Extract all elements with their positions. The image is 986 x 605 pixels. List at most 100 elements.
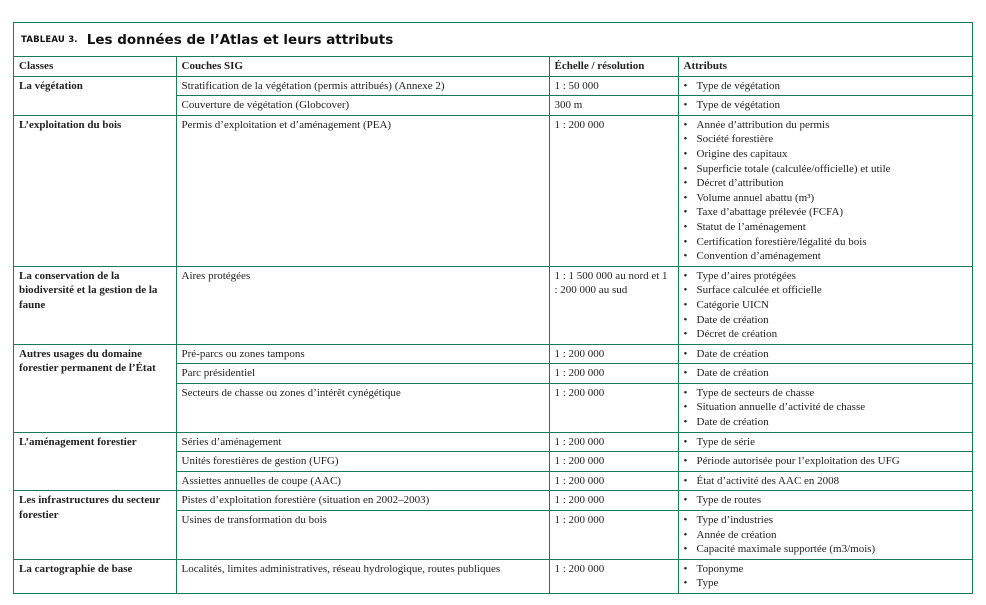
- table-row: Autres usages du domaine forestier perma…: [14, 343, 972, 433]
- class-cell: Autres usages du domaine forestier perma…: [14, 343, 177, 433]
- header-classes: Classes: [14, 57, 177, 77]
- attribute-item: Surface calculée et officielle: [684, 283, 968, 298]
- attribute-item: Origine des capitaux: [684, 147, 968, 162]
- table-row: La cartographie de base Localités, limite…: [14, 558, 972, 593]
- attribute-item: Date de création: [684, 366, 968, 381]
- class-cell: L’exploitation du bois: [14, 114, 177, 267]
- header-scale: Échelle / résolution: [548, 57, 679, 77]
- layer-cell: Séries d’aménagement: [175, 431, 550, 453]
- attribute-item: État d’activité des AAC en 2008: [684, 474, 968, 489]
- attribute-list: Type de routes: [684, 493, 968, 508]
- scale-cell: 1 : 1 500 000 au nord et 1 : 200 000 au …: [548, 265, 679, 345]
- attributes-cell: Date de création: [677, 343, 972, 365]
- class-cell: Les infrastructures du secteur forestier: [14, 490, 177, 560]
- attribute-item: Décret d’attribution: [684, 176, 968, 191]
- scale-cell: 1 : 200 000: [548, 431, 679, 453]
- attributes-cell: Année d’attribution du permisSociété for…: [677, 114, 972, 267]
- attributes-cell: Type de secteurs de chasseSituation annu…: [677, 382, 972, 433]
- attribute-item: Taxe d’abattage prélevée (FCFA): [684, 205, 968, 220]
- scale-cell: 1 : 200 000: [548, 451, 679, 472]
- scale-cell: 1 : 200 000: [548, 490, 679, 512]
- attributes-cell: Type de végétation: [677, 75, 972, 97]
- attribute-item: Situation annuelle d’activité de chasse: [684, 400, 968, 415]
- layer-cell: Unités forestières de gestion (UFG): [176, 451, 550, 472]
- attribute-list: Année d’attribution du permisSociété for…: [684, 118, 968, 264]
- attribute-list: Période autorisée pour l’exploitation de…: [684, 454, 968, 469]
- attributes-cell: Type de série: [677, 431, 972, 453]
- table-row: Secteurs de chasse ou zones d’intérêt cy…: [14, 382, 972, 433]
- table-caption: TABLEAU 3. Les données de l’Atlas et leu…: [14, 23, 972, 57]
- attributes-cell: Période autorisée pour l’exploitation de…: [677, 451, 972, 472]
- attributes-cell: ToponymeType: [677, 558, 972, 593]
- attribute-item: Superficie totale (calculée/officielle) …: [684, 162, 968, 177]
- scale-cell: 1 : 200 000: [548, 363, 679, 384]
- attribute-item: Certification forestière/légalité du boi…: [684, 235, 968, 250]
- attribute-list: Date de création: [684, 347, 968, 362]
- attribute-list: Type de végétation: [684, 98, 968, 113]
- table-row: Unités forestières de gestion (UFG) 1 : 2…: [14, 451, 972, 472]
- table-row: La végétation Stratification de la végéta…: [14, 75, 972, 116]
- class-cell: La végétation: [14, 75, 177, 116]
- layer-cell: Secteurs de chasse ou zones d’intérêt cy…: [176, 382, 550, 433]
- scale-cell: 1 : 200 000: [548, 114, 679, 267]
- attribute-item: Type de série: [684, 435, 968, 450]
- table-row: Usines de transformation du bois 1 : 200 …: [14, 510, 972, 560]
- attribute-item: Année de création: [684, 528, 968, 543]
- layer-cell: Permis d’exploitation et d’aménagement (…: [175, 114, 550, 267]
- scale-cell: 1 : 200 000: [548, 343, 679, 365]
- attribute-item: Convention d’aménagement: [684, 249, 968, 264]
- attribute-list: État d’activité des AAC en 2008: [684, 474, 968, 489]
- attributes-cell: État d’activité des AAC en 2008: [677, 470, 972, 492]
- table-label: TABLEAU 3.: [21, 34, 78, 45]
- scale-cell: 1 : 200 000: [548, 470, 679, 492]
- attribute-list: Type de végétation: [684, 79, 968, 94]
- attribute-list: Type d’industriesAnnée de créationCapaci…: [684, 513, 968, 557]
- attribute-item: Type d’aires protégées: [684, 269, 968, 284]
- attribute-list: Date de création: [684, 366, 968, 381]
- attribute-list: Type de secteurs de chasseSituation annu…: [684, 386, 968, 430]
- scale-cell: 300 m: [548, 95, 679, 116]
- layer-cell: Stratification de la végétation (permis …: [175, 75, 550, 97]
- attribute-item: Catégorie UICN: [684, 298, 968, 313]
- attribute-item: Date de création: [684, 415, 968, 430]
- table-row: La conservation de la biodiversité et la…: [14, 265, 972, 345]
- table-row: L’exploitation du bois Permis d’exploitat…: [14, 114, 972, 267]
- attribute-item: Date de création: [684, 347, 968, 362]
- layer-cell: Localités, limites administratives, rése…: [175, 558, 550, 593]
- attribute-item: Type d’industries: [684, 513, 968, 528]
- layer-cell: Aires protégées: [175, 265, 550, 345]
- attributes-cell: Type d’aires protégéesSurface calculée e…: [677, 265, 972, 345]
- atlas-data-table: Classes Couches SIG Échelle / résolution…: [14, 57, 972, 593]
- attribute-list: Type d’aires protégéesSurface calculée e…: [684, 269, 968, 342]
- attribute-item: Capacité maximale supportée (m3/mois): [684, 542, 968, 557]
- table-row: L’aménagement forestier Séries d’aménagem…: [14, 431, 972, 492]
- table-title: Les données de l’Atlas et leurs attribut…: [86, 31, 394, 48]
- attribute-item: Date de création: [684, 313, 968, 328]
- attribute-item: Année d’attribution du permis: [684, 118, 968, 133]
- table-body: La végétation Stratification de la végéta…: [14, 75, 972, 593]
- layer-cell: Couverture de végétation (Globcover): [176, 95, 550, 116]
- layer-cell: Parc présidentiel: [176, 363, 550, 384]
- class-cell: L’aménagement forestier: [14, 431, 177, 492]
- attributes-cell: Type de végétation: [677, 95, 972, 116]
- scale-cell: 1 : 200 000: [548, 558, 679, 593]
- attribute-item: Toponyme: [684, 562, 968, 577]
- header-attributes: Attributs: [677, 57, 972, 77]
- table-row: Les infrastructures du secteur forestier…: [14, 490, 972, 560]
- class-cell: La cartographie de base: [14, 558, 177, 593]
- header-row: Classes Couches SIG Échelle / résolution…: [14, 57, 972, 77]
- scale-cell: 1 : 50 000: [548, 75, 679, 97]
- attribute-item: Période autorisée pour l’exploitation de…: [684, 454, 968, 469]
- layer-cell: Assiettes annuelles de coupe (AAC): [176, 470, 550, 492]
- attribute-item: Volume annuel abattu (m³): [684, 191, 968, 206]
- attributes-cell: Type d’industriesAnnée de créationCapaci…: [677, 510, 972, 560]
- attribute-item: Société forestière: [684, 132, 968, 147]
- attribute-item: Type de végétation: [684, 79, 968, 94]
- attributes-cell: Type de routes: [677, 490, 972, 512]
- layer-cell: Usines de transformation du bois: [176, 510, 550, 560]
- attributes-cell: Date de création: [677, 363, 972, 384]
- scale-cell: 1 : 200 000: [548, 382, 679, 433]
- data-table-frame: TABLEAU 3. Les données de l’Atlas et leu…: [13, 22, 973, 594]
- attribute-item: Décret de création: [684, 327, 968, 342]
- header-layers: Couches SIG: [175, 57, 550, 77]
